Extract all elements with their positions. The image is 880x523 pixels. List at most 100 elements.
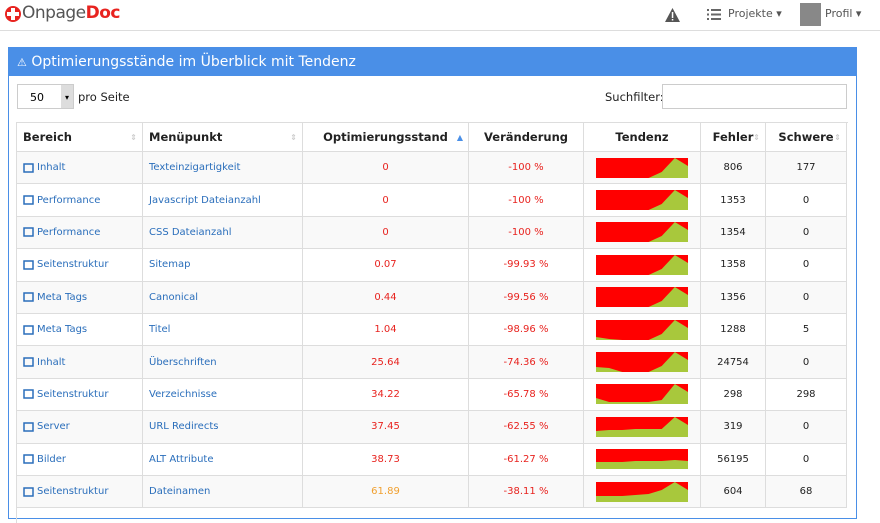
panel-header: ⚠ Optimierungsstände im Überblick mit Te…	[9, 48, 856, 76]
sparkline-area	[596, 460, 688, 470]
change-cell: -100 %	[469, 184, 584, 217]
icon-shape	[23, 260, 34, 270]
trend-cell	[584, 281, 701, 314]
page-size: 50	[30, 91, 44, 104]
area-link[interactable]: Meta Tags	[37, 324, 88, 336]
avatar[interactable]	[800, 3, 821, 26]
severity: 5	[802, 324, 810, 336]
column-header[interactable]: Fehler ⇕	[701, 123, 766, 152]
area-link[interactable]: Meta Tags	[37, 291, 88, 303]
area-link[interactable]: Inhalt	[37, 162, 66, 174]
logo-accent: Doc	[85, 3, 121, 23]
menu-link[interactable]: ALT Attribute	[149, 453, 214, 465]
menu-cell: Verzeichnisse	[143, 378, 303, 412]
errors-cell: 1353	[701, 184, 766, 217]
area-link[interactable]: Seitenstruktur	[37, 259, 109, 271]
area-cell: Seitenstruktur	[17, 249, 143, 282]
nav-projects[interactable]: Projekte ▾	[728, 7, 782, 20]
change: -98.96 %	[503, 324, 549, 336]
menu-link[interactable]: Verzeichnisse	[149, 388, 218, 400]
column-label: Schwere	[778, 130, 834, 144]
sparkline-area	[596, 287, 688, 308]
logo[interactable]: OnpageDoc	[22, 3, 121, 23]
area-link[interactable]: Seitenstruktur	[37, 388, 109, 400]
menu-link[interactable]: Sitemap	[149, 259, 191, 271]
column-header[interactable]: Bereich ⇕	[17, 123, 143, 152]
severity: 0	[802, 259, 810, 271]
area-icon	[23, 422, 34, 432]
change-cell: -99.56 %	[469, 281, 584, 314]
area-cell: Seitenstruktur	[17, 476, 143, 509]
severity: 0	[802, 226, 810, 238]
severity: 0	[802, 194, 810, 206]
errors-cell: 1358	[701, 249, 766, 282]
icon-shape	[23, 357, 34, 367]
trend-cell	[584, 443, 701, 476]
trend-cell	[584, 314, 701, 347]
nav-profile[interactable]: Profil ▾	[825, 7, 862, 20]
score-cell: 1.04	[303, 314, 469, 347]
column-label: Fehler	[712, 130, 754, 144]
severity-cell: 68	[766, 476, 847, 509]
logo-icon	[5, 6, 21, 22]
page-size-select[interactable]: 50 ▾	[17, 84, 74, 109]
menu-link[interactable]: Javascript Dateianzahl	[149, 194, 261, 206]
search-input[interactable]	[662, 84, 847, 109]
trend-cell	[584, 411, 701, 444]
menu-link[interactable]: CSS Dateianzahl	[149, 226, 232, 238]
column-header[interactable]: Veränderung	[469, 123, 584, 152]
score: 0	[382, 194, 389, 206]
menu-link[interactable]: Canonical	[149, 291, 199, 303]
severity-cell: 5	[766, 314, 847, 347]
sparkline-area	[596, 319, 688, 340]
score: 0.07	[374, 259, 397, 271]
top-bar: OnpageDoc Projekte ▾ Profil ▾	[0, 0, 880, 31]
icon-shape	[23, 324, 34, 335]
sparkline	[596, 222, 688, 243]
column-header[interactable]: Tendenz	[584, 123, 701, 152]
area-icon	[23, 195, 34, 205]
column-label: Veränderung	[484, 130, 568, 144]
column-header[interactable]: Optimierungsstand ▲	[303, 123, 469, 152]
score-cell: 0	[303, 184, 469, 217]
change: -99.56 %	[503, 291, 549, 303]
nav-label: Profil	[825, 7, 853, 20]
menu-link[interactable]: Dateinamen	[149, 486, 211, 498]
sort-icon: ⇕	[290, 132, 297, 142]
warning-icon[interactable]	[665, 8, 680, 22]
sort-icon: ▲	[456, 132, 463, 142]
area-link[interactable]: Performance	[37, 194, 101, 206]
menu-link[interactable]: Texteinzigartigkeit	[149, 162, 241, 174]
column-header[interactable]: Schwere ⇕	[766, 123, 847, 152]
page-size-label: pro Seite	[78, 90, 130, 104]
errors-cell: 806	[701, 152, 766, 185]
score: 1.04	[374, 324, 397, 336]
panel: ⚠ Optimierungsstände im Überblick mit Te…	[8, 47, 857, 519]
icon-shape	[23, 389, 34, 400]
severity-cell: 0	[766, 281, 847, 314]
sparkline	[596, 352, 688, 373]
area-icon	[23, 292, 34, 303]
change-cell: -61.27 %	[469, 443, 584, 476]
severity-cell: 0	[766, 249, 847, 282]
severity: 0	[802, 453, 810, 465]
panel-title: Optimierungsstände im Überblick mit Tend…	[31, 54, 356, 70]
area-link[interactable]: Server	[37, 421, 70, 433]
severity: 0	[802, 356, 810, 368]
column-header[interactable]: Menüpunkt ⇕	[143, 123, 303, 152]
change-cell: -99.93 %	[469, 249, 584, 282]
area-link[interactable]: Performance	[37, 226, 101, 238]
area-link[interactable]: Bilder	[37, 453, 67, 465]
errors: 1356	[720, 291, 746, 303]
menu-link[interactable]: Überschriften	[149, 356, 217, 368]
area-cell: Bilder	[17, 443, 143, 476]
score: 38.73	[371, 453, 400, 465]
menu-link[interactable]: URL Redirects	[149, 421, 219, 433]
area-link[interactable]: Seitenstruktur	[37, 486, 109, 498]
change: -65.78 %	[503, 388, 549, 400]
menu-link[interactable]: Titel	[149, 324, 171, 336]
errors: 319	[723, 421, 743, 433]
area-link[interactable]: Inhalt	[37, 356, 66, 368]
errors-cell: 604	[701, 476, 766, 509]
score-cell: 0	[303, 152, 469, 185]
